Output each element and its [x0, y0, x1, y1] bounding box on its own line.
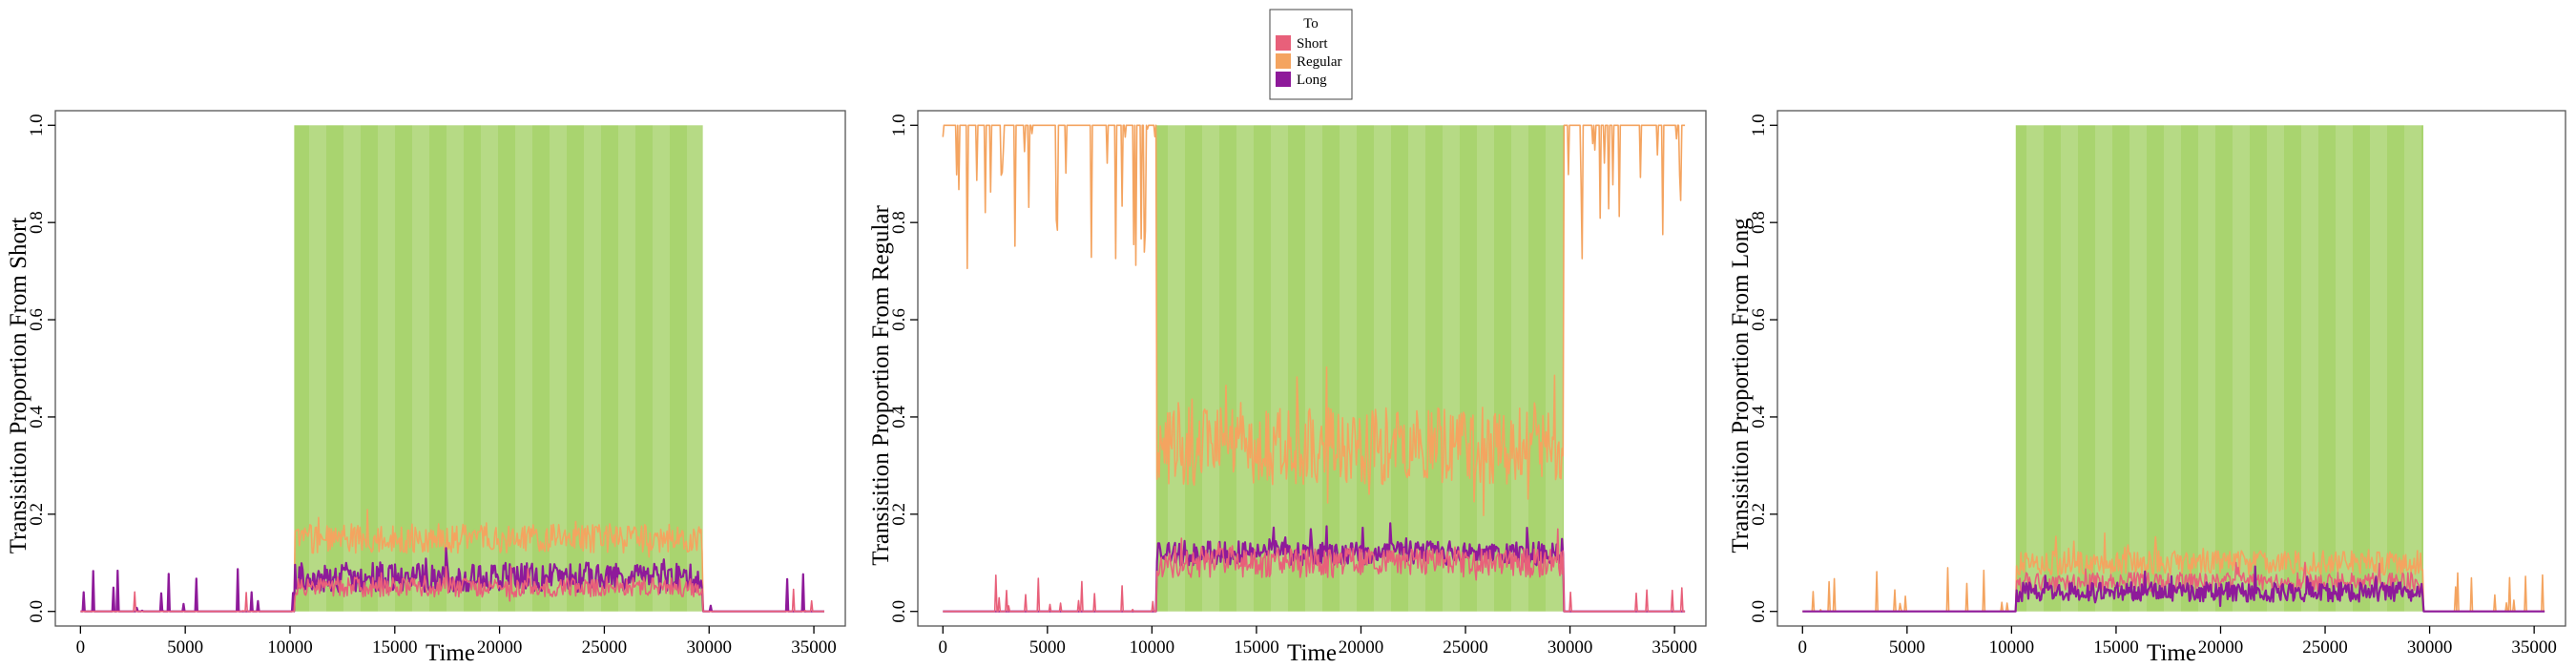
panel-2-frame: [1776, 110, 2566, 627]
panel-1-xtick-label-0: 0: [939, 637, 948, 658]
panel-1-series-regular: [942, 124, 1686, 516]
panel-0-xtick-label-7: 35000: [791, 637, 837, 658]
panel-0-xtick-label-6: 30000: [686, 637, 732, 658]
panel-0-ytick-label-5: 1.0: [27, 114, 47, 136]
panel-0-xtick-label-2: 10000: [267, 637, 313, 658]
panel-1-ytick-label-3: 0.6: [889, 308, 909, 331]
panel-2-xtick-label-0: 0: [1798, 637, 1808, 658]
panel-2-ytick-label-1: 0.2: [1749, 503, 1769, 526]
panel-0-xtick-label-1: 5000: [167, 637, 203, 658]
panel-2-ytick-label-3: 0.6: [1749, 308, 1769, 331]
panel-0-xtick-label-4: 20000: [477, 637, 523, 658]
panel-1-ylabel: Transisition Proportion From Regular: [868, 205, 894, 566]
panel-0-xtick-label-0: 0: [76, 637, 86, 658]
panel-2-xtick-label-3: 15000: [2093, 637, 2139, 658]
panel-2-ytick-label-2: 0.4: [1749, 406, 1769, 428]
panel-0-ylabel: Transisition Proportion From Short: [6, 218, 31, 554]
panel-0-ytick-label-4: 0.8: [27, 211, 47, 234]
panel-0-series-short: [80, 565, 824, 613]
panel-1-xtick-label-4: 20000: [1339, 637, 1384, 658]
panel-1-xtick-label-6: 30000: [1548, 637, 1593, 658]
panel-1-series-short: [943, 528, 1686, 613]
panel-1-xtick-label-5: 25000: [1443, 637, 1488, 658]
panel-1-shaded-region: [1155, 125, 1565, 612]
legend-swatch-short: [1276, 35, 1291, 51]
panel-1-ytick-label-2: 0.4: [889, 406, 909, 428]
legend-label-regular: Regular: [1297, 54, 1341, 70]
panel-1-frame: [917, 110, 1707, 627]
panel-2-xtick-label-2: 10000: [1989, 637, 2035, 658]
panel-1-ytick-label-5: 1.0: [889, 114, 909, 136]
panel-2-xtick-label-6: 30000: [2407, 637, 2453, 658]
legend: To Short Regular Long: [1269, 9, 1353, 100]
panel-1-ytick-label-4: 0.8: [889, 211, 909, 234]
panel-2-xtick-label-7: 35000: [2511, 637, 2557, 658]
panel-from-regular: Transisition Proportion From Regular Tim…: [868, 110, 1707, 666]
panel-1-xtick-label-1: 5000: [1029, 637, 1066, 658]
legend-swatch-regular: [1276, 53, 1291, 69]
legend-swatch-long: [1276, 72, 1291, 87]
panel-1-xtick-label-2: 10000: [1130, 637, 1175, 658]
panel-from-long: Transisition Proportion From Long Time 0…: [1728, 110, 2566, 666]
panel-2-ytick-label-0: 0.0: [1749, 600, 1769, 623]
panel-2-series-long: [1802, 565, 2545, 613]
legend-title: To: [1303, 16, 1319, 31]
panel-1-xlabel: Time: [1287, 640, 1337, 666]
panel-2-xtick-label-5: 25000: [2302, 637, 2348, 658]
panel-1-xtick-label-7: 35000: [1652, 637, 1697, 658]
legend-label-short: Short: [1297, 36, 1328, 52]
panel-1-ytick-label-0: 0.0: [889, 600, 909, 623]
panel-0-ytick-label-1: 0.2: [27, 503, 47, 526]
panel-2-shaded-region: [2015, 125, 2424, 612]
panel-2-xtick-label-4: 20000: [2198, 637, 2244, 658]
panel-2-ytick-label-4: 0.8: [1749, 211, 1769, 234]
panel-0-ytick-label-3: 0.6: [27, 308, 47, 331]
panel-0-shaded-region: [294, 125, 703, 612]
panel-2-xlabel: Time: [2147, 640, 2196, 666]
panel-0-xlabel: Time: [426, 640, 475, 666]
panel-0-frame: [54, 110, 846, 627]
panel-1-ytick-label-1: 0.2: [889, 503, 909, 526]
legend-label-long: Long: [1297, 73, 1327, 88]
panel-0-xtick-label-5: 25000: [582, 637, 628, 658]
panel-0-ytick-label-0: 0.0: [27, 600, 47, 623]
panel-from-short: Transisition Proportion From Short Time …: [6, 110, 846, 666]
panel-1-xtick-label-3: 15000: [1234, 637, 1279, 658]
panel-0-ytick-label-2: 0.4: [27, 406, 47, 428]
panel-2-ylabel: Transisition Proportion From Long: [1728, 218, 1754, 553]
panel-2-xtick-label-1: 5000: [1889, 637, 1925, 658]
panel-2-ytick-label-5: 1.0: [1749, 114, 1769, 136]
panel-0-xtick-label-3: 15000: [372, 637, 418, 658]
